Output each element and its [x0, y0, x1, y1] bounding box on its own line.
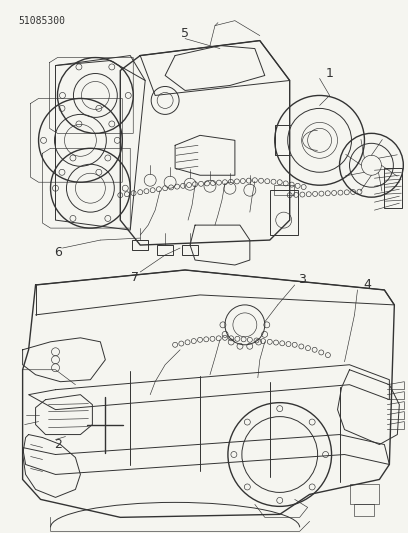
Bar [384, 168, 402, 208]
Bar [274, 185, 294, 195]
Text: 2: 2 [55, 438, 62, 451]
Text: 51085300: 51085300 [19, 15, 66, 26]
Text: 1: 1 [326, 67, 333, 80]
Text: 4: 4 [364, 278, 371, 292]
Bar [132, 240, 148, 250]
Bar [182, 245, 198, 255]
Text: 5: 5 [181, 27, 189, 40]
Text: 7: 7 [131, 271, 139, 285]
Bar [157, 245, 173, 255]
Bar [270, 190, 298, 235]
Bar [350, 484, 379, 504]
Text: 3: 3 [298, 273, 306, 286]
Text: 6: 6 [55, 246, 62, 259]
Bar [355, 504, 375, 516]
